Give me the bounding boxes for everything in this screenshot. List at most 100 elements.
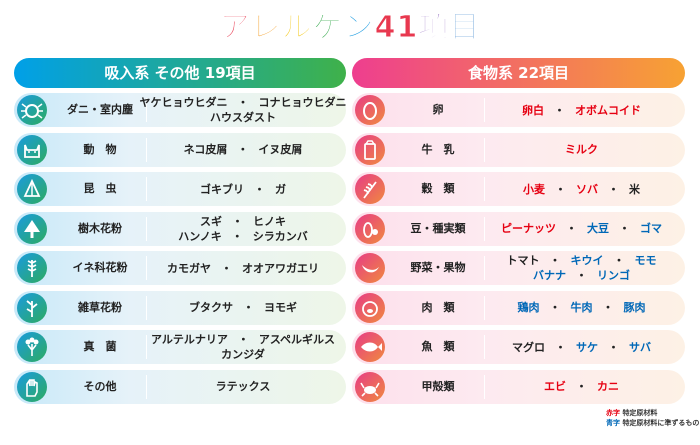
inhalant-category: イネ科花粉 [72, 261, 128, 274]
food-category: 甲殻類 [421, 379, 455, 393]
inhalant-category: その他 [83, 379, 117, 393]
item-separator: ・ [549, 254, 561, 267]
allergen-item: トマト [506, 254, 540, 267]
food-allergens: ピーナッツ・大豆・ゴマ [486, 212, 677, 246]
allergen-item: 鶏肉 [517, 301, 540, 314]
wheat-icon [355, 174, 385, 204]
allergen-item: アルテルナリア [150, 333, 228, 346]
food-category: 牛 乳 [421, 142, 455, 156]
inhalant-allergens: ヤケヒョウヒダニ・コナヒョウヒダニ ハウスダスト [140, 93, 347, 127]
item-separator: ・ [549, 301, 561, 314]
inhalant-allergens: ブタクサ・ヨモギ [148, 291, 338, 325]
item-separator: ・ [608, 340, 619, 354]
mite-icon [17, 95, 47, 125]
inhalant-row: その他 ラテックス [14, 369, 346, 404]
allergen-item: サケ [576, 340, 598, 354]
allergen-line: ピーナッツ・大豆・ゴマ [501, 221, 662, 236]
allergen-item: コナヒョウヒダニ [258, 96, 347, 109]
allergen-item: シラカンバ [252, 229, 308, 243]
title-char: ア [219, 10, 251, 46]
food-row: 卵 卵白・オボムコイド [352, 93, 685, 127]
allergen-line: アルテルナリア・アスペルギルス [151, 332, 335, 347]
inhalant-category: 動 物 [83, 142, 117, 156]
inhalant-header: 吸入系 その他 19項目 [14, 58, 346, 88]
allergen-item: 米 [629, 182, 640, 196]
food-category: 肉 類 [421, 300, 455, 314]
fish-icon [355, 332, 385, 362]
food-allergens: 卵白・オボムコイド [486, 93, 677, 127]
allergen-item: ラテックス [215, 380, 271, 393]
allergen-item: ヨモギ [264, 301, 297, 314]
allergen-item: カンジダ [221, 348, 265, 361]
inhalant-allergens: カモガヤ・オオアワガエリ [148, 251, 338, 285]
item-separator: ・ [576, 269, 587, 282]
item-separator: ・ [237, 96, 249, 109]
food-row: 穀 類小麦・ソバ・米 [352, 172, 685, 206]
grass-icon [17, 253, 47, 283]
insect-icon [17, 174, 47, 204]
title-char: ル [281, 10, 313, 46]
legend-blue-key: 青字 [606, 419, 620, 427]
column-divider [146, 216, 147, 241]
allergen-line: 鶏肉・牛肉・豚肉 [518, 300, 646, 315]
food-category: 穀 類 [421, 182, 455, 195]
column-divider [484, 335, 485, 359]
column-divider [146, 335, 147, 359]
item-separator: ・ [237, 333, 249, 346]
page-title: アレルゲン41項目 [0, 8, 700, 48]
allergen-line: スギ・ヒノキ [200, 214, 286, 229]
inhalant-allergens: スギ・ヒノキ ハンノキ・シラカンバ [148, 212, 338, 246]
title-char: ゲ [312, 10, 344, 46]
food-category: 野菜・果物 [410, 261, 466, 274]
food-allergens: 小麦・ソバ・米 [486, 172, 677, 206]
item-separator: ・ [613, 254, 625, 267]
item-separator: ・ [566, 222, 577, 235]
item-separator: ・ [254, 182, 265, 196]
allergen-line: ブタクサ・ヨモギ [189, 300, 297, 315]
food-allergens: 鶏肉・牛肉・豚肉 [486, 291, 677, 325]
allergen-item: ヒノキ [253, 214, 286, 228]
inhalant-row: 真 菌 アルテルナリア・アスペルギルス カンジダ [14, 330, 346, 364]
inhalant-row: 雑草花粉 ブタクサ・ヨモギ [14, 290, 346, 325]
item-separator: ・ [232, 214, 243, 228]
milk-icon [355, 134, 385, 165]
allergen-line: 小麦・ソバ・米 [523, 182, 640, 197]
weed-icon [17, 292, 47, 323]
allergen-line: ハンノキ・シラカンバ [178, 229, 307, 244]
column-divider [484, 98, 485, 122]
food-row: 牛 乳 ミルク [352, 132, 685, 167]
column-divider [146, 295, 147, 320]
allergen-item: 大豆 [587, 222, 609, 235]
inhalant-row: 動 物 ネコ皮屑・イヌ皮屑 [14, 132, 346, 167]
allergen-line: マグロ・サケ・サバ [512, 340, 651, 355]
food-row: 甲殻類 エビ・カニ [352, 369, 685, 404]
allergen-item: ネコ皮屑 [183, 143, 228, 156]
allergen-item: オオアワガエリ [242, 261, 319, 275]
food-row: 豆・種実類 ピーナッツ・大豆・ゴマ [352, 211, 685, 246]
allergen-line: ミルク [565, 142, 598, 157]
item-separator: ・ [576, 380, 587, 393]
allergen-line: ネコ皮屑・イヌ皮屑 [184, 142, 303, 157]
column-divider [484, 216, 485, 241]
item-separator: ・ [608, 182, 619, 196]
allergen-item: 小麦 [523, 182, 545, 196]
allergen-item: ソバ [576, 182, 598, 196]
item-separator: ・ [555, 340, 566, 354]
allergen-item: マグロ [512, 340, 545, 354]
inhalant-allergens: アルテルナリア・アスペルギルス カンジダ [148, 330, 338, 364]
column-divider [146, 98, 147, 122]
title-char: 項 [418, 10, 450, 46]
allergen-item: ハンノキ [178, 229, 222, 243]
allergen-item: ミルク [565, 143, 598, 156]
allergen-line: ゴキブリ・ガ [200, 182, 286, 197]
column-divider [484, 295, 485, 320]
inhalant-category: 雑草花粉 [78, 300, 122, 314]
allergen-item: 豚肉 [623, 301, 646, 314]
inhalant-row: 樹木花粉 スギ・ヒノキ ハンノキ・シラカンバ [14, 211, 346, 246]
legend-blue-text: 特定原材料に準ずるもの [622, 419, 700, 427]
allergen-item: ヤケヒョウヒダニ [139, 96, 228, 109]
inhalant-category: ダニ・室内塵 [67, 103, 133, 116]
item-separator: ・ [243, 301, 254, 314]
item-separator: ・ [602, 301, 614, 314]
allergen-item: バナナ [533, 269, 566, 282]
